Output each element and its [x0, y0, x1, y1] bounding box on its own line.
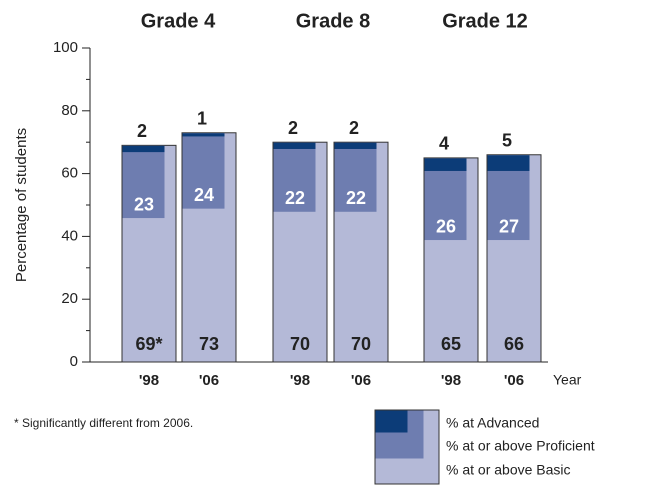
proficient-label: 27 — [499, 216, 519, 236]
advanced-bar — [424, 158, 467, 171]
legend-label: % at Advanced — [446, 415, 539, 431]
basic-label: 65 — [441, 334, 461, 354]
x-tick-label: '98 — [139, 372, 159, 389]
y-tick-label: 60 — [61, 165, 78, 182]
group-title: Grade 4 — [141, 10, 216, 32]
proficient-label: 26 — [436, 216, 456, 236]
proficient-bar — [273, 142, 316, 212]
proficient-label: 24 — [194, 185, 214, 205]
proficient-label: 22 — [285, 188, 305, 208]
y-tick-label: 40 — [61, 227, 78, 244]
proficient-label: 23 — [134, 194, 154, 214]
x-tick-label: '06 — [199, 372, 219, 389]
basic-label: 70 — [351, 334, 371, 354]
x-tick-label: '06 — [351, 372, 371, 389]
x-tick-label: '98 — [441, 372, 461, 389]
legend-swatch — [375, 410, 408, 433]
group-title: Grade 8 — [296, 10, 370, 32]
legend-label: % at or above Proficient — [446, 438, 595, 454]
advanced-bar — [182, 133, 225, 137]
advanced-bar — [487, 155, 530, 171]
basic-label: 66 — [504, 334, 524, 354]
advanced-label: 2 — [288, 118, 298, 138]
x-axis-label: Year — [553, 372, 582, 388]
y-axis-label: Percentage of students — [13, 128, 30, 282]
x-tick-label: '06 — [504, 372, 524, 389]
basic-label: 73 — [199, 334, 219, 354]
y-tick-label: 20 — [61, 290, 78, 307]
proficient-bar — [334, 142, 377, 212]
proficient-bar — [122, 145, 165, 219]
advanced-label: 2 — [137, 121, 147, 141]
advanced-bar — [334, 142, 377, 149]
basic-label: 69* — [135, 334, 162, 354]
footnote: * Significantly different from 2006. — [14, 416, 193, 430]
advanced-label: 4 — [439, 134, 449, 154]
proficient-bar — [424, 158, 467, 241]
group-title: Grade 12 — [442, 10, 528, 32]
x-tick-label: '98 — [290, 372, 310, 389]
advanced-label: 2 — [349, 118, 359, 138]
proficient-label: 22 — [346, 188, 366, 208]
advanced-bar — [122, 145, 165, 153]
basic-label: 70 — [290, 334, 310, 354]
y-tick-label: 80 — [61, 102, 78, 119]
proficient-bar — [182, 133, 225, 209]
y-tick-label: 100 — [53, 39, 78, 56]
advanced-label: 5 — [502, 131, 512, 151]
legend-label: % at or above Basic — [446, 462, 571, 478]
advanced-label: 1 — [197, 109, 207, 129]
y-tick-label: 0 — [70, 353, 78, 370]
advanced-bar — [273, 142, 316, 149]
